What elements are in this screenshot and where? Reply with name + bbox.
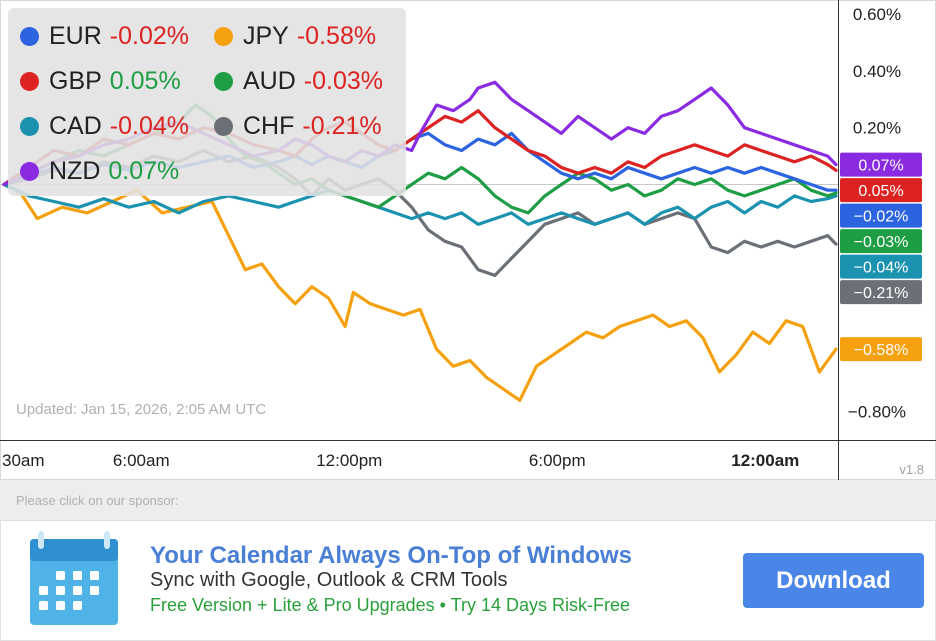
legend-value: 0.07%	[108, 157, 180, 185]
legend-dot-eur	[20, 27, 39, 46]
x-tick-label: 6:00pm	[529, 451, 586, 470]
sponsor-bar: Please click on our sponsor:	[0, 480, 936, 520]
sponsor-ad[interactable]: Your Calendar Always On-Top of Windows S…	[0, 520, 936, 641]
legend-dot-gbp	[20, 72, 39, 91]
legend-item-aud: AUD -0.03%	[214, 67, 383, 96]
value-badge-label: −0.02%	[854, 209, 909, 226]
y-tick-label: 0.60%	[853, 5, 901, 24]
x-tick-label: 12:00am	[731, 451, 799, 470]
legend-dot-jpy	[214, 27, 233, 46]
legend-dot-cad	[20, 117, 39, 136]
legend-dot-aud	[214, 72, 233, 91]
value-badge-label: −0.04%	[854, 260, 909, 277]
legend-value: -0.21%	[302, 112, 382, 140]
value-badge-aud	[840, 229, 922, 254]
legend-value: -0.03%	[303, 67, 384, 95]
value-badge-cad	[840, 254, 922, 279]
legend-dot-nzd	[20, 162, 39, 181]
legend: EUR -0.02% JPY -0.58% GBP 0.05% AUD -0.0…	[8, 8, 406, 196]
legend-dot-chf	[214, 117, 233, 136]
value-badge-jpy	[840, 337, 922, 362]
legend-code: CAD	[49, 112, 102, 140]
legend-item-chf: CHF -0.21%	[214, 112, 382, 141]
value-badge-nzd	[840, 152, 922, 177]
legend-code: EUR	[49, 22, 102, 50]
fx-chart: 0.60% 0.40% 0.20% −0.80% 30am 6:00am 12:00pm 6:…	[0, 0, 936, 480]
updated-timestamp: Updated: Jan 15, 2026, 2:05 AM UTC	[16, 401, 267, 418]
value-badge-label: −0.21%	[854, 285, 909, 302]
legend-value: 0.05%	[109, 67, 181, 95]
sponsor-prompt: Please click on our sponsor:	[16, 493, 179, 508]
legend-value: -0.04%	[109, 112, 190, 140]
legend-code: CHF	[243, 112, 295, 140]
version-label: v1.8	[899, 462, 924, 477]
x-tick-label: 6:00am	[113, 451, 170, 470]
y-tick-label: 0.20%	[853, 119, 901, 138]
value-badge-chf	[840, 280, 922, 305]
x-tick-label: 12:00pm	[316, 451, 382, 470]
ad-tagline: Free Version + Lite & Pro Upgrades • Try…	[150, 595, 630, 615]
legend-code: AUD	[243, 67, 296, 95]
calendar-icon	[30, 531, 118, 625]
legend-item-cad: CAD -0.04%	[20, 112, 189, 141]
legend-value: -0.02%	[109, 22, 190, 50]
legend-code: GBP	[49, 67, 102, 95]
y-tick-label: 0.40%	[853, 62, 901, 81]
legend-item-eur: EUR -0.02%	[20, 22, 189, 51]
download-button[interactable]: Download	[743, 553, 924, 608]
value-badge-eur	[840, 203, 922, 228]
ad-title[interactable]: Your Calendar Always On-Top of Windows	[150, 542, 633, 569]
series-line-cad	[2, 182, 838, 226]
series-line-jpy	[2, 182, 838, 402]
legend-item-nzd: NZD 0.07%	[20, 157, 179, 186]
legend-item-gbp: GBP 0.05%	[20, 67, 181, 96]
y-tick-label: −0.80%	[848, 403, 906, 422]
value-badge-label: 0.07%	[858, 158, 903, 175]
value-badge-label: 0.05%	[858, 183, 903, 200]
ad-subtitle: Sync with Google, Outlook & CRM Tools	[150, 569, 508, 591]
value-badge-gbp	[840, 178, 922, 203]
legend-code: NZD	[49, 157, 101, 185]
x-tick-label: 30am	[2, 451, 45, 470]
legend-code: JPY	[243, 22, 289, 50]
legend-value: -0.58%	[296, 22, 377, 50]
value-badge-label: −0.58%	[854, 342, 909, 359]
value-badge-label: −0.03%	[854, 234, 909, 251]
legend-item-jpy: JPY -0.58%	[214, 22, 376, 51]
